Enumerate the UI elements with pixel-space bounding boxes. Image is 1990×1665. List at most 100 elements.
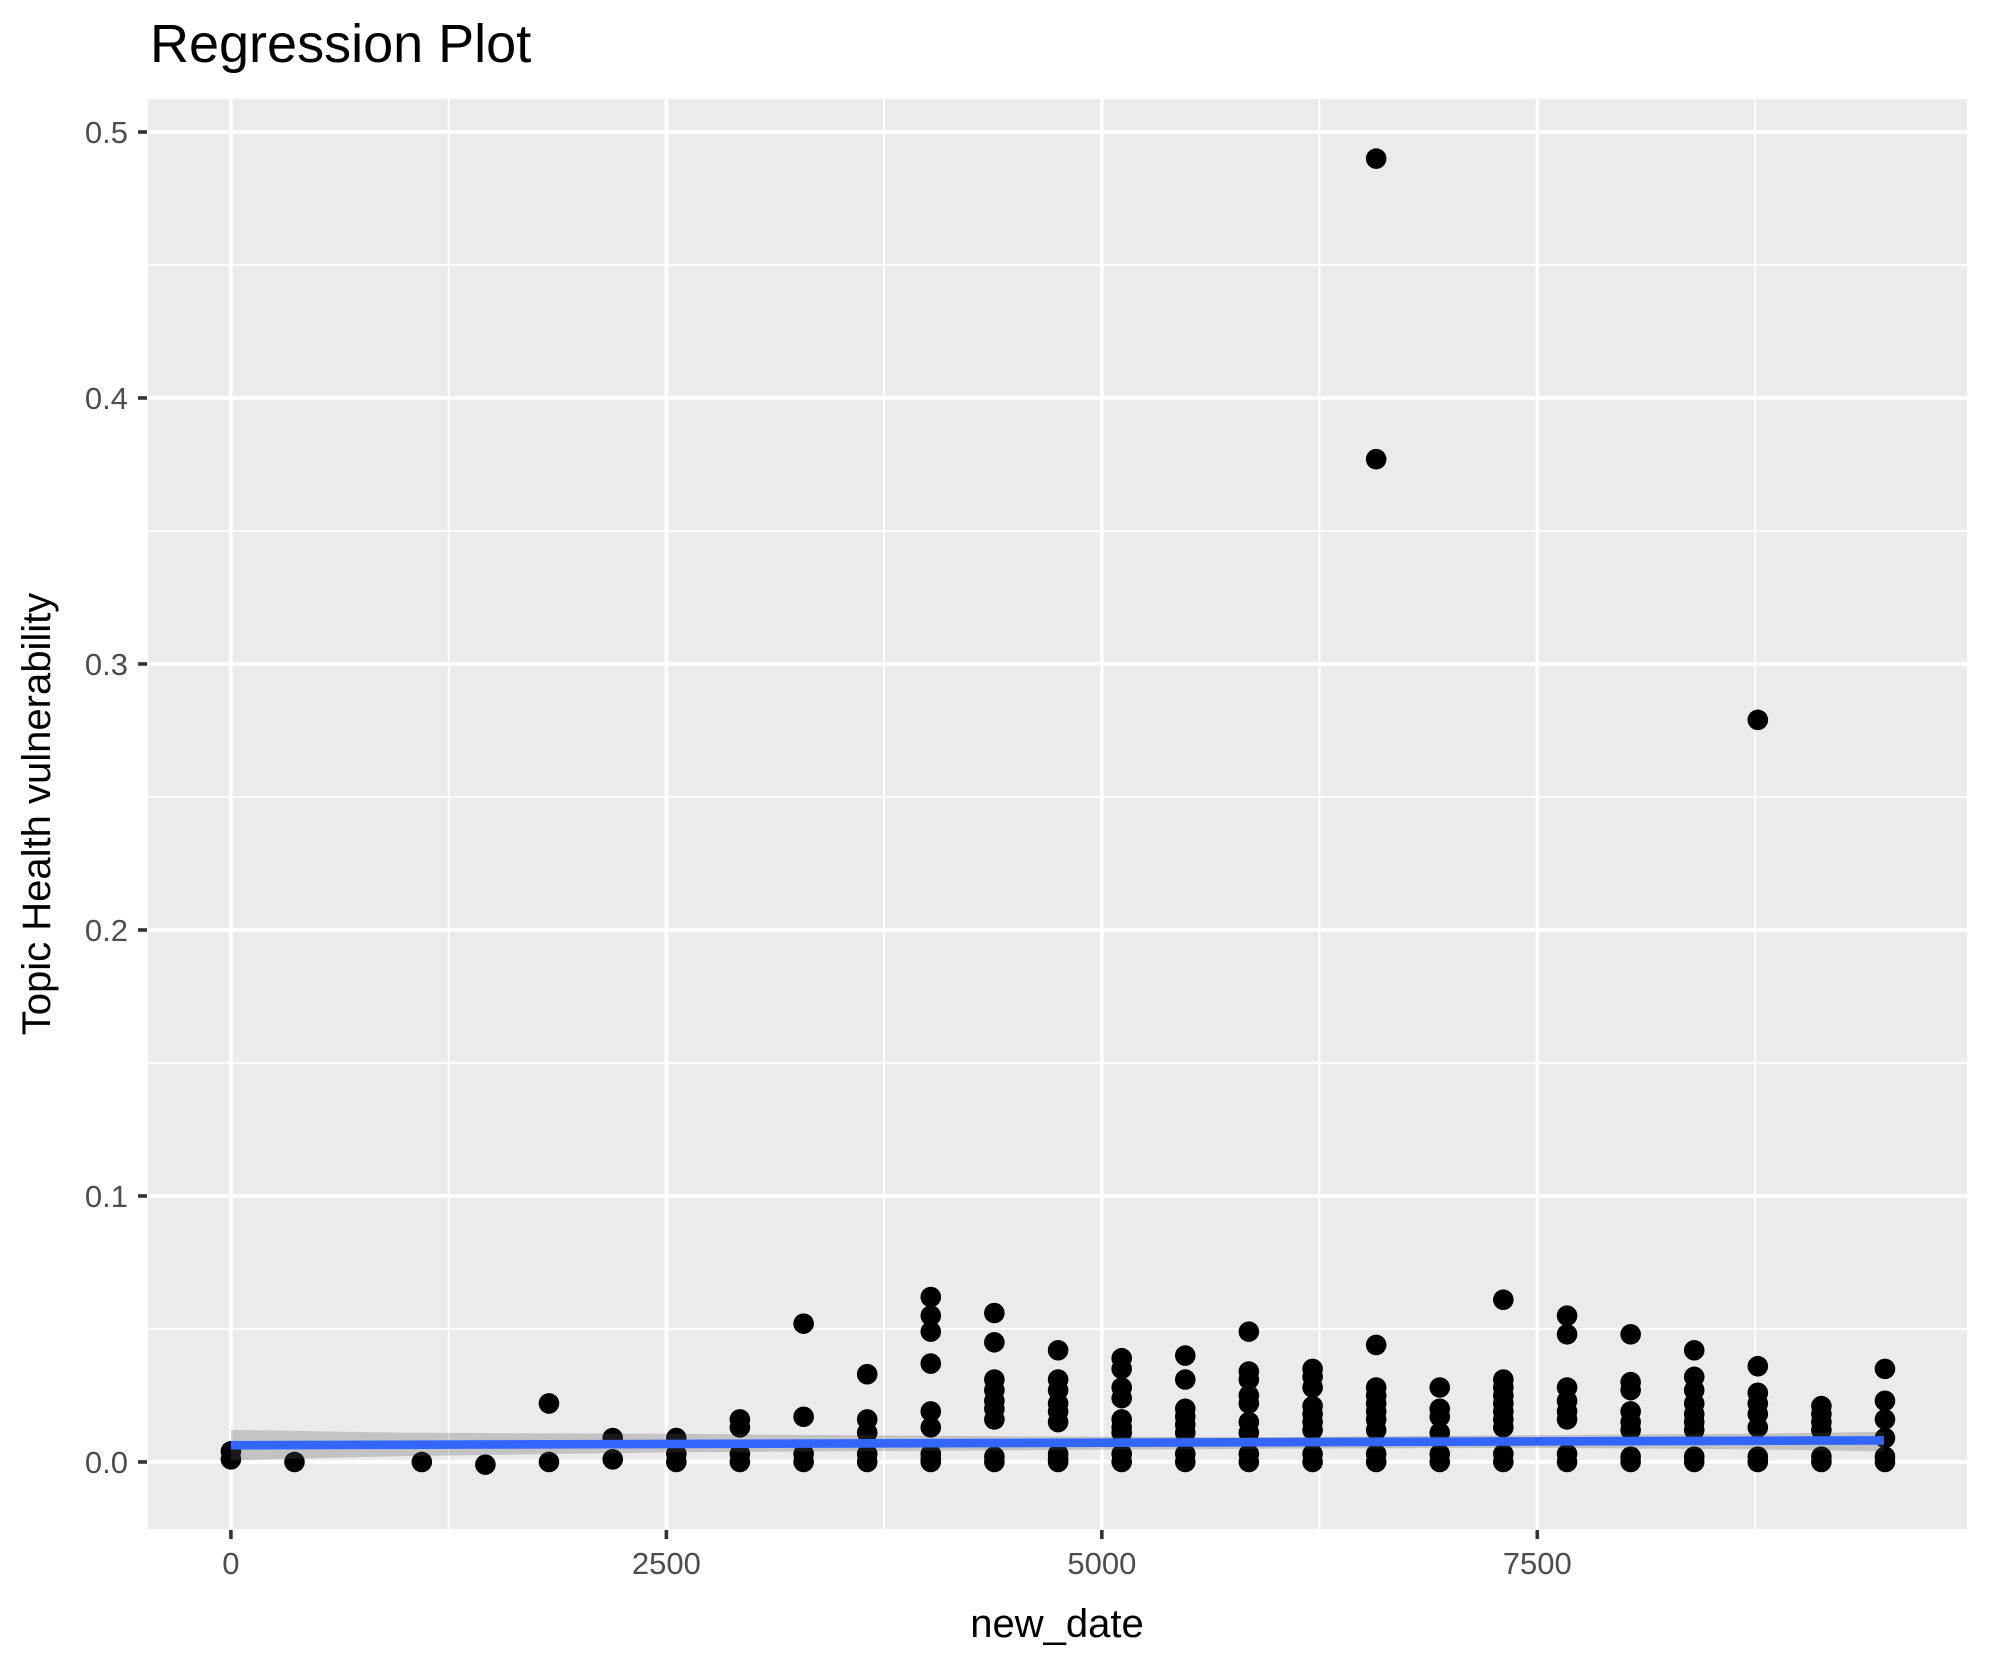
scatter-point (220, 1449, 242, 1470)
scatter-point (920, 1417, 942, 1438)
x-tick-label: 5000 (1067, 1546, 1136, 1581)
scatter-point (920, 1305, 942, 1326)
scatter-point (1047, 1451, 1069, 1473)
scatter-point (984, 1331, 1005, 1353)
scatter-point (1556, 1323, 1578, 1345)
regression-line (230, 1436, 1884, 1450)
scatter-point (920, 1451, 942, 1473)
scatter-point (1302, 1419, 1323, 1441)
scatter-point (793, 1451, 814, 1473)
scatter-point (1493, 1289, 1514, 1311)
scatter-points (220, 148, 1896, 1475)
scatter-point (1302, 1377, 1323, 1398)
scatter-point (1302, 1451, 1323, 1473)
scatter-point (1493, 1417, 1514, 1438)
scatter-point (793, 1313, 814, 1334)
y-tick-label: 0.1 (85, 1179, 128, 1214)
scatter-point (856, 1451, 878, 1473)
scatter-point (920, 1353, 942, 1374)
scatter-point (1111, 1422, 1132, 1444)
trend-line (230, 1436, 1884, 1450)
scatter-point (1365, 1419, 1387, 1441)
scatter-point (1429, 1451, 1451, 1473)
scatter-point (538, 1393, 560, 1414)
scatter-point (1811, 1419, 1832, 1441)
scatter-point (411, 1451, 433, 1473)
scatter-point (1874, 1409, 1896, 1430)
scatter-point (1047, 1339, 1069, 1361)
scatter-point (1874, 1451, 1896, 1473)
scatter-point (1747, 1417, 1769, 1438)
scatter-point (1747, 1451, 1769, 1473)
scatter-point (984, 1302, 1005, 1324)
scatter-point (1174, 1345, 1196, 1366)
scatter-point (1556, 1305, 1578, 1326)
scatter-point (1047, 1411, 1069, 1433)
y-axis-title: Topic Health vulnerability (15, 593, 59, 1035)
scatter-point (1174, 1422, 1196, 1444)
scatter-point (1493, 1451, 1514, 1473)
scatter-point (1111, 1358, 1132, 1380)
scatter-point (1620, 1419, 1641, 1441)
y-tick-label: 0.4 (85, 381, 128, 416)
plot-panel (148, 99, 1967, 1529)
x-tick-label: 7500 (1503, 1546, 1572, 1581)
scatter-point (1556, 1451, 1578, 1473)
scatter-point (1620, 1323, 1641, 1345)
scatter-point (1747, 709, 1769, 731)
scatter-point (1238, 1321, 1260, 1342)
scatter-point (1747, 1355, 1769, 1377)
scatter-point (1811, 1451, 1832, 1473)
scatter-point (1174, 1369, 1196, 1390)
scatter-point (475, 1454, 496, 1475)
scatter-point (1365, 1451, 1387, 1473)
scatter-point (1683, 1419, 1705, 1441)
scatter-point (793, 1406, 814, 1428)
scatter-point (1365, 148, 1387, 169)
y-tick-label: 0.0 (85, 1445, 128, 1480)
scatter-point (1683, 1339, 1705, 1361)
scatter-point (665, 1451, 687, 1473)
scatter-point (729, 1451, 751, 1473)
scatter-point (984, 1409, 1005, 1430)
plot-title: Regression Plot (150, 14, 531, 74)
y-tick-label: 0.3 (85, 647, 128, 682)
scatter-point (1238, 1422, 1260, 1444)
scatter-point (1174, 1451, 1196, 1473)
scatter-point (920, 1321, 942, 1342)
scatter-point (1620, 1379, 1641, 1401)
scatter-point (1238, 1451, 1260, 1473)
scatter-point (984, 1451, 1005, 1473)
scatter-point (920, 1401, 942, 1422)
scatter-point (729, 1417, 751, 1438)
scatter-point (1429, 1406, 1451, 1428)
scatter-point (920, 1286, 942, 1308)
scatter-point (1874, 1358, 1896, 1380)
minor-gridlines (148, 99, 1967, 1529)
axis-tick-labels: 0 2500 5000 7500 0.0 0.1 0.2 0.3 0.4 0.5 (85, 115, 1572, 1581)
scatter-point (1111, 1451, 1132, 1473)
x-axis-title: new_date (970, 1602, 1143, 1646)
scatter-point (1365, 1334, 1387, 1356)
scatter-point (856, 1422, 878, 1444)
scatter-point (1556, 1409, 1578, 1430)
scatter-point (1365, 448, 1387, 470)
scatter-point (1111, 1387, 1132, 1409)
x-tick-label: 2500 (632, 1546, 701, 1581)
scatter-point (1683, 1451, 1705, 1473)
axis-tick-marks (138, 130, 1540, 1539)
scatter-point (602, 1449, 624, 1470)
scatter-point (538, 1451, 560, 1473)
scatter-point (1620, 1451, 1641, 1473)
scatter-point (1429, 1377, 1451, 1398)
scatter-point (1874, 1390, 1896, 1412)
y-tick-label: 0.2 (85, 913, 128, 948)
y-tick-label: 0.5 (85, 115, 128, 150)
scatter-point (1238, 1393, 1260, 1414)
x-tick-label: 0 (222, 1546, 239, 1581)
scatter-point (284, 1451, 305, 1473)
scatter-point (856, 1363, 878, 1385)
scatter-point (1238, 1369, 1260, 1390)
